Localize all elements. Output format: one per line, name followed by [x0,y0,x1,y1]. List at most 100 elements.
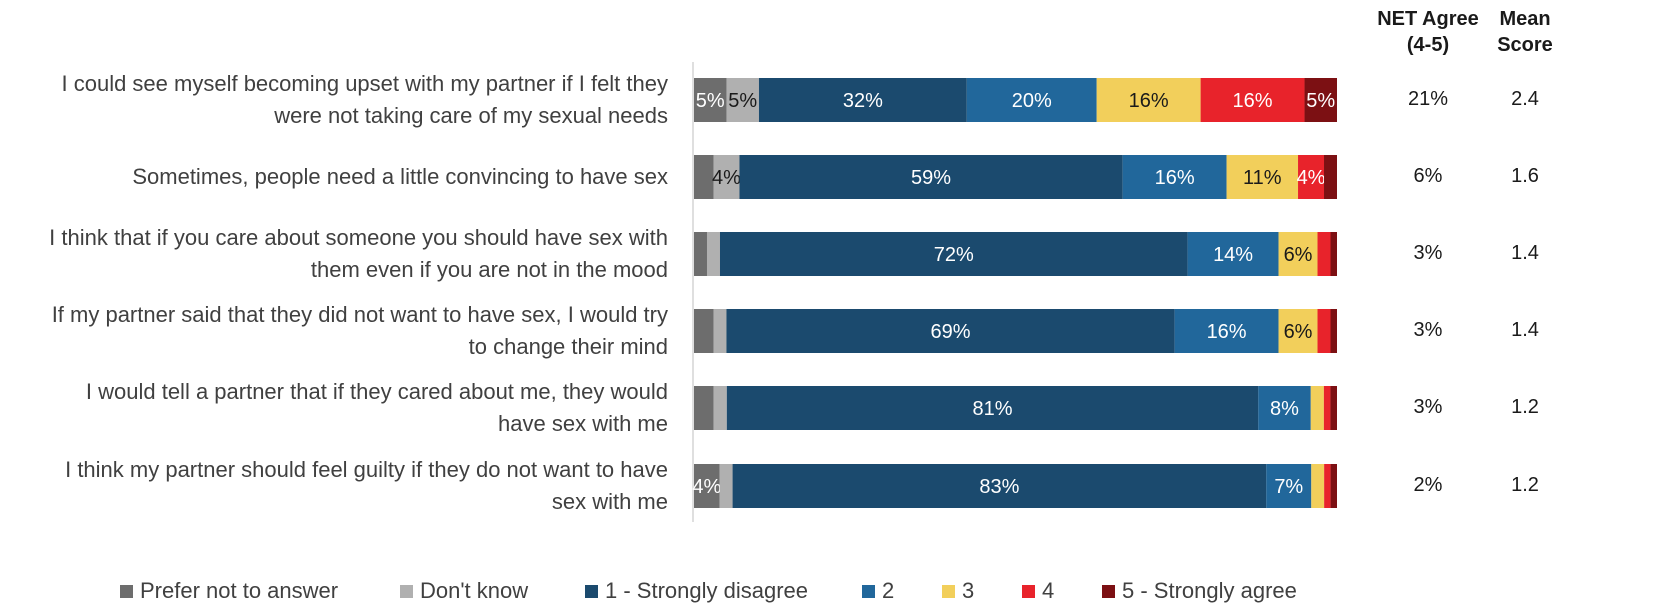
bar-segment [694,232,707,276]
chart-legend: Prefer not to answer Don't know 1 - Strong… [0,578,1661,606]
legend-label: 5 - Strongly agree [1122,578,1297,603]
bar-segment [1200,78,1305,122]
data-label: 4% [712,167,741,189]
legend-label: Don't know [420,578,529,603]
bar-segment [1304,78,1337,122]
mean-score-value: 1.4 [1511,319,1539,341]
bar-segment [1122,155,1227,199]
bar-segment [1330,232,1337,276]
category-label: If my partner said that they did not wan… [51,302,668,359]
bar-segment [1278,232,1318,276]
legend-item: 3 [942,578,974,604]
data-label: 81% [973,398,1013,420]
bar-segment [694,78,727,122]
bar-segment [713,309,727,353]
bar-segment [1311,464,1325,508]
data-label: 83% [979,476,1019,498]
legend-label: 2 [882,578,895,603]
bar-segment [706,232,720,276]
net-agree-value: 3% [1413,396,1443,418]
legend-item: 4 [1022,578,1054,604]
data-label: 8% [1270,398,1299,420]
data-label: 7% [1274,476,1303,498]
data-label: 59% [911,167,951,189]
category-label: I think my partner should feel guilty if… [65,457,668,514]
legend-item: Prefer not to answer [120,578,338,604]
bar-segment [694,309,714,353]
bar-segment [1266,464,1312,508]
bar-segment [713,155,740,199]
data-label: 4% [1297,167,1326,189]
data-label: 5% [728,90,757,112]
bar-segment [713,386,727,430]
mean-score-value: 1.6 [1511,165,1539,187]
category-label: I could see myself becoming upset with m… [61,71,669,128]
data-label: 6% [1284,244,1313,266]
legend-swatch [120,584,133,598]
data-label: 16% [1233,90,1273,112]
bar-segment [1330,309,1337,353]
data-label: 5% [696,90,725,112]
bar-segment [739,155,1123,199]
bar-segment [1174,309,1279,353]
bar-segment [719,232,1188,276]
bar-segment [1330,464,1337,508]
legend-swatch [942,584,955,598]
data-label: 32% [843,90,883,112]
legend-label: 4 [1042,578,1055,603]
legend-item: 5 - Strongly agree [1102,578,1297,604]
net-agree-value: 21% [1407,88,1449,110]
data-label: 14% [1213,244,1253,266]
bar-segment [1226,155,1299,199]
mean-score-value: 1.4 [1511,242,1539,264]
net-agree-value: 3% [1413,242,1443,264]
bar-segment [966,78,1097,122]
bar-segment [694,155,714,199]
bar-segment [1187,232,1279,276]
legend-swatch [585,584,598,598]
bar-segment [1323,386,1331,430]
net-agree-header: NET Agree (4-5) [1377,8,1479,56]
legend-item: 1 - Strongly disagree [585,578,808,604]
bar-segment [694,386,714,430]
bar-segment [726,386,1259,430]
legend-label: 1 - Strongly disagree [605,578,808,603]
data-label: 20% [1012,90,1052,112]
data-label: 11% [1243,167,1282,189]
mean-score-value: 1.2 [1511,474,1539,496]
data-label: 5% [1306,90,1335,112]
net-agree-value: 6% [1413,165,1443,187]
data-label: 72% [934,244,974,266]
mean-score-value: 2.4 [1511,88,1539,110]
bar-segment [1324,155,1337,199]
bar-segment [732,464,1267,508]
category-label: Sometimes, people need a little convinci… [132,164,668,189]
data-label: 16% [1155,167,1195,189]
data-label: 16% [1207,321,1247,343]
net-agree-value: 2% [1413,474,1443,496]
bar-segment [1330,386,1337,430]
bar-segment [1317,232,1331,276]
bar-segment [1310,386,1324,430]
data-label: 69% [931,321,971,343]
legend-swatch [1102,584,1115,598]
bar-segment [726,309,1175,353]
mean-score-value: 1.2 [1511,396,1539,418]
mean-score-header: Mean Score [1497,8,1553,56]
bar-segment [1096,78,1201,122]
net-agree-value: 3% [1413,319,1443,341]
bar-segment [719,464,733,508]
legend-swatch [400,584,413,598]
data-label: 16% [1129,90,1169,112]
legend-label: 3 [962,578,975,603]
bar-segment [1258,386,1311,430]
legend-swatch [1022,584,1035,598]
bar-segment [758,78,967,122]
legend-label: Prefer not to answer [140,578,339,603]
category-label: I would tell a partner that if they care… [85,379,668,436]
bar-segment [1324,464,1331,508]
legend-item: 2 [862,578,894,604]
legend-item: Don't know [400,578,528,604]
